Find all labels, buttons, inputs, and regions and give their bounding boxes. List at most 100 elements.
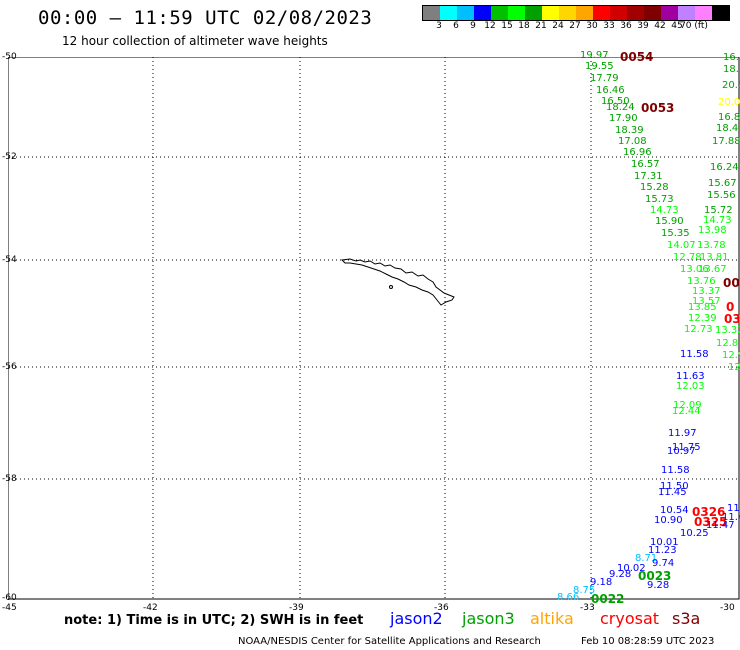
swh-label: 11.45	[658, 487, 687, 498]
legend-swatch	[508, 6, 525, 20]
swh-label: 20.0	[718, 97, 740, 108]
swh-label: 10.97	[667, 446, 696, 457]
swh-label: 11.97	[668, 428, 697, 439]
swh-label: 13.76	[687, 276, 716, 287]
swh-label: 11.58	[680, 349, 709, 360]
swh-label: 11.47	[706, 520, 735, 531]
swh-label: 12.9	[722, 350, 740, 361]
legend-tick-label: 39	[637, 21, 649, 31]
swh-label: 9.28	[609, 569, 632, 580]
legend-tick-label: 42	[654, 21, 666, 31]
legend-tick-label: 9	[470, 21, 476, 31]
swh-label: 12.44	[672, 406, 701, 417]
satellite-legend-s3a: s3a	[672, 609, 701, 628]
swh-label: 18.4	[716, 123, 739, 134]
swh-label: 11.44	[722, 512, 740, 523]
swh-label: 9.18	[590, 577, 613, 588]
swh-label: 14.73	[703, 215, 732, 226]
legend-tick-label: 30	[586, 21, 598, 31]
legend-swatch	[712, 6, 729, 20]
legend-tick-label: 21	[535, 21, 547, 31]
legend-swatch	[593, 6, 610, 20]
swh-label: 12.03	[676, 381, 705, 392]
legend-tick-label: 15	[501, 21, 513, 31]
swh-label: 13.37	[692, 286, 721, 297]
swh-label: 10.90	[654, 515, 683, 526]
satellite-legend-cryosat: cryosat	[600, 609, 660, 628]
legend-tick-label: 3	[436, 21, 442, 31]
swh-label: 12.09	[673, 400, 702, 411]
legend-tick-label: 6	[453, 21, 459, 31]
footnote: note: 1) Time is in UTC; 2) SWH is in fe…	[64, 613, 364, 628]
swh-label: 0325	[694, 515, 728, 529]
satellite-legend-jason2: jason2	[390, 609, 443, 628]
swh-label: 15.56	[707, 190, 736, 201]
swh-label: 16.50	[601, 96, 630, 107]
lat-label: -54	[2, 255, 17, 265]
swh-label: 12	[728, 362, 740, 373]
satellite-legend-jason3: jason3	[462, 609, 515, 628]
swh-label: 15.67	[708, 178, 737, 189]
generated-timestamp: Feb 10 08:28:59 UTC 2023	[581, 636, 715, 647]
swh-label: 12.78	[673, 252, 702, 263]
legend-swatch	[576, 6, 593, 20]
legend-tick-label: 70 (ft)	[680, 21, 708, 31]
swh-label: 8.66	[557, 592, 580, 603]
legend-swatch	[491, 6, 508, 20]
swh-label: 12.39	[688, 313, 717, 324]
swh-label: 15.73	[645, 194, 674, 205]
map-frame	[8, 57, 740, 600]
legend-tick-label: 45	[671, 21, 683, 31]
swh-label: 18.	[723, 64, 739, 75]
swh-label: 13.78	[697, 240, 726, 251]
color-legend	[422, 5, 730, 21]
swh-label: 10.01	[650, 537, 679, 548]
legend-tick-label: 24	[552, 21, 564, 31]
lon-label: -30	[720, 603, 735, 613]
island-islet	[389, 285, 393, 289]
legend-swatch	[610, 6, 627, 20]
swh-label: 17.90	[609, 113, 638, 124]
legend-swatch	[559, 6, 576, 20]
swh-label: 18.24	[606, 102, 635, 113]
swh-label: 0326	[692, 505, 726, 519]
swh-label: 13.98	[698, 225, 727, 236]
swh-label: 13.67	[698, 264, 727, 275]
lon-label: -42	[143, 603, 158, 613]
legend-swatch	[644, 6, 661, 20]
swh-label: 17.79	[590, 73, 619, 84]
swh-label: 16.24	[710, 162, 739, 173]
swh-label: 15.28	[640, 182, 669, 193]
lat-label: -58	[2, 474, 17, 484]
swh-label: 16.8	[718, 112, 740, 123]
swh-label: 0053	[641, 101, 675, 115]
swh-label: 9.28	[647, 580, 670, 591]
legend-swatch	[661, 6, 678, 20]
lat-label: -52	[2, 152, 17, 162]
swh-label: 10.54	[660, 505, 689, 516]
swh-label: 13.81	[700, 252, 729, 263]
legend-tick-label: 36	[620, 21, 632, 31]
swh-label: 15.72	[704, 205, 733, 216]
lon-label: -36	[434, 603, 449, 613]
swh-label: 8.75	[573, 585, 596, 596]
swh-label: 0	[726, 300, 735, 314]
swh-label: 19.55	[585, 61, 614, 72]
legend-swatch	[525, 6, 542, 20]
swh-label: 13.85	[688, 302, 717, 313]
swh-label: 03	[724, 312, 740, 326]
swh-label: 20.5	[722, 80, 740, 91]
swh-label: 15.90	[655, 216, 684, 227]
swh-label: 0054	[620, 50, 654, 64]
legend-swatch	[678, 6, 695, 20]
swh-label: 0023	[638, 569, 672, 583]
legend-swatch	[423, 6, 440, 20]
swh-label: 8.71	[635, 553, 658, 564]
swh-label: 16.96	[623, 147, 652, 158]
map-subtitle: 12 hour collection of altimeter wave hei…	[62, 34, 328, 48]
legend-swatch	[695, 6, 712, 20]
swh-label: 11.63	[676, 371, 705, 382]
swh-label: 11.75	[672, 442, 701, 453]
legend-swatch	[627, 6, 644, 20]
swh-label: 00	[723, 276, 740, 290]
